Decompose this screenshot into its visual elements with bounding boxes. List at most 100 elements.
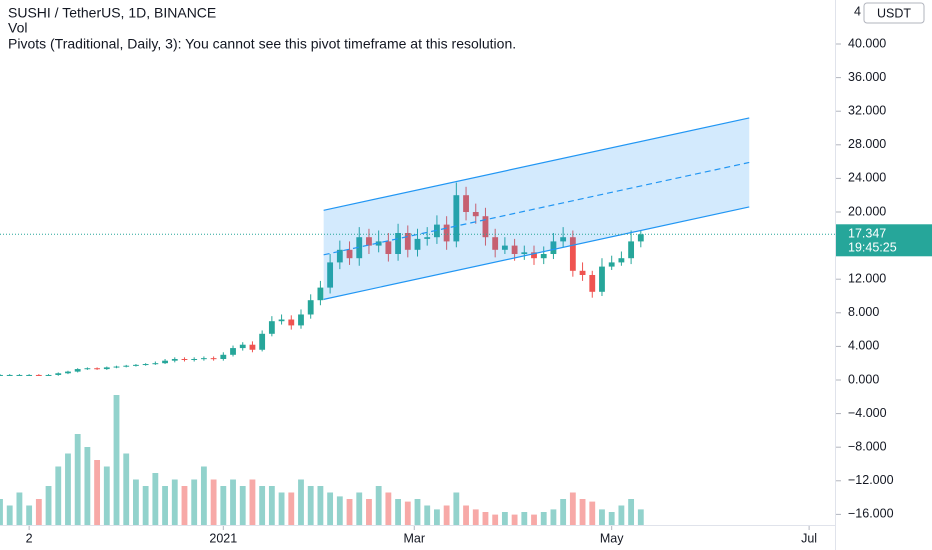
chart-title: SUSHI / TetherUS, 1D, BINANCE	[8, 5, 216, 21]
candle-body	[191, 358, 198, 360]
y-tick-label: −4.000	[848, 406, 887, 420]
candle-body	[162, 360, 168, 364]
y-tick-label: 32.000	[848, 104, 886, 118]
volume-bar	[356, 492, 363, 525]
candle-body	[599, 266, 605, 292]
volume-bar	[298, 479, 304, 525]
candle-body	[200, 358, 207, 360]
volume-bar	[0, 499, 3, 525]
candle-body	[317, 287, 324, 301]
last-price-tag	[836, 224, 932, 257]
candle-body	[637, 234, 644, 242]
x-tick-label: 2	[26, 531, 33, 545]
plot	[0, 182, 644, 525]
volume-bar	[210, 479, 217, 525]
candle-body	[589, 275, 596, 292]
y-tick-label: 20.000	[848, 204, 886, 218]
candle-body	[278, 319, 285, 322]
candle-body	[414, 238, 421, 250]
candle-body	[103, 367, 110, 370]
candle-body	[123, 365, 130, 367]
volume-bar	[336, 496, 343, 525]
volume-bar	[569, 492, 576, 525]
volume-bar	[424, 505, 431, 525]
volume-bar	[35, 499, 42, 525]
currency-button[interactable]	[863, 2, 925, 24]
channel-lower	[323, 206, 750, 300]
candle-body	[336, 249, 343, 263]
volume-bar	[472, 509, 479, 525]
volume-bar	[307, 486, 314, 525]
candle-body	[327, 262, 334, 288]
volume-bar	[113, 395, 120, 525]
candle-body	[142, 364, 149, 366]
candle-body	[356, 237, 363, 259]
volume-bar	[26, 505, 33, 525]
volume-bar	[560, 499, 567, 525]
channel-fill	[323, 117, 750, 300]
volume-bar	[84, 447, 91, 525]
candle-body	[501, 245, 508, 250]
candle-body	[249, 344, 256, 350]
volume-bar	[453, 492, 460, 525]
volume-bar	[366, 499, 372, 525]
candle-body	[113, 366, 120, 368]
volume-bar	[230, 479, 236, 525]
candle-body	[230, 348, 236, 355]
candle-body	[531, 252, 537, 259]
candle-body	[453, 195, 460, 242]
x-tick-label: 2021	[209, 531, 237, 545]
y-tick-label: −12.000	[848, 473, 894, 487]
volume-bar	[142, 486, 149, 525]
volume-bar	[550, 509, 557, 525]
candle-body	[482, 216, 489, 238]
volume-bar	[628, 499, 635, 525]
candle-body	[404, 233, 411, 250]
volume-bar	[599, 509, 605, 525]
y-tick-label: 36.000	[848, 70, 886, 84]
candle-body	[618, 258, 625, 263]
y-tick-label: 28.000	[848, 137, 886, 151]
volume-bar	[385, 492, 392, 525]
candle-body	[540, 254, 547, 259]
volume-bar	[16, 492, 23, 525]
currency-label[interactable]: USDT	[877, 6, 911, 20]
volume-bar	[414, 499, 421, 525]
volume-bar	[152, 473, 159, 525]
volume-bar	[346, 499, 353, 525]
y-tick-label: 8.000	[848, 305, 879, 319]
volume-bar	[501, 512, 508, 525]
volume-bar	[637, 509, 644, 525]
volume-bar	[288, 492, 295, 525]
candle-body	[511, 245, 518, 255]
volume-bar	[443, 505, 450, 525]
candle-body	[492, 237, 499, 250]
x-tick-label: May	[600, 531, 624, 545]
volume-bar	[521, 512, 528, 525]
candle-body	[171, 358, 178, 361]
indicator-label: Pivots (Traditional, Daily, 3): You cann…	[8, 36, 516, 52]
candle-body	[6, 374, 13, 376]
candle-body	[443, 224, 450, 242]
volume-bar	[579, 499, 586, 525]
volume-bar	[327, 492, 334, 525]
candle-body	[94, 368, 101, 370]
volume-bar	[65, 453, 71, 525]
volume-bar	[133, 479, 139, 525]
channel-upper	[323, 117, 750, 211]
volume-bar	[540, 512, 547, 525]
candle-body	[26, 374, 33, 376]
volume-bar	[492, 514, 499, 525]
candle-body	[16, 374, 23, 376]
y-tick-label: 4	[854, 4, 861, 18]
candle-body	[569, 237, 576, 271]
volume-bar	[404, 501, 411, 525]
volume-bar	[220, 486, 227, 525]
indicator-label: Vol	[8, 20, 27, 36]
volume-bar	[395, 499, 401, 525]
volume-bar	[249, 479, 256, 525]
candle-body	[35, 374, 42, 376]
volume-bar	[463, 505, 469, 525]
volume-bar	[278, 492, 285, 525]
